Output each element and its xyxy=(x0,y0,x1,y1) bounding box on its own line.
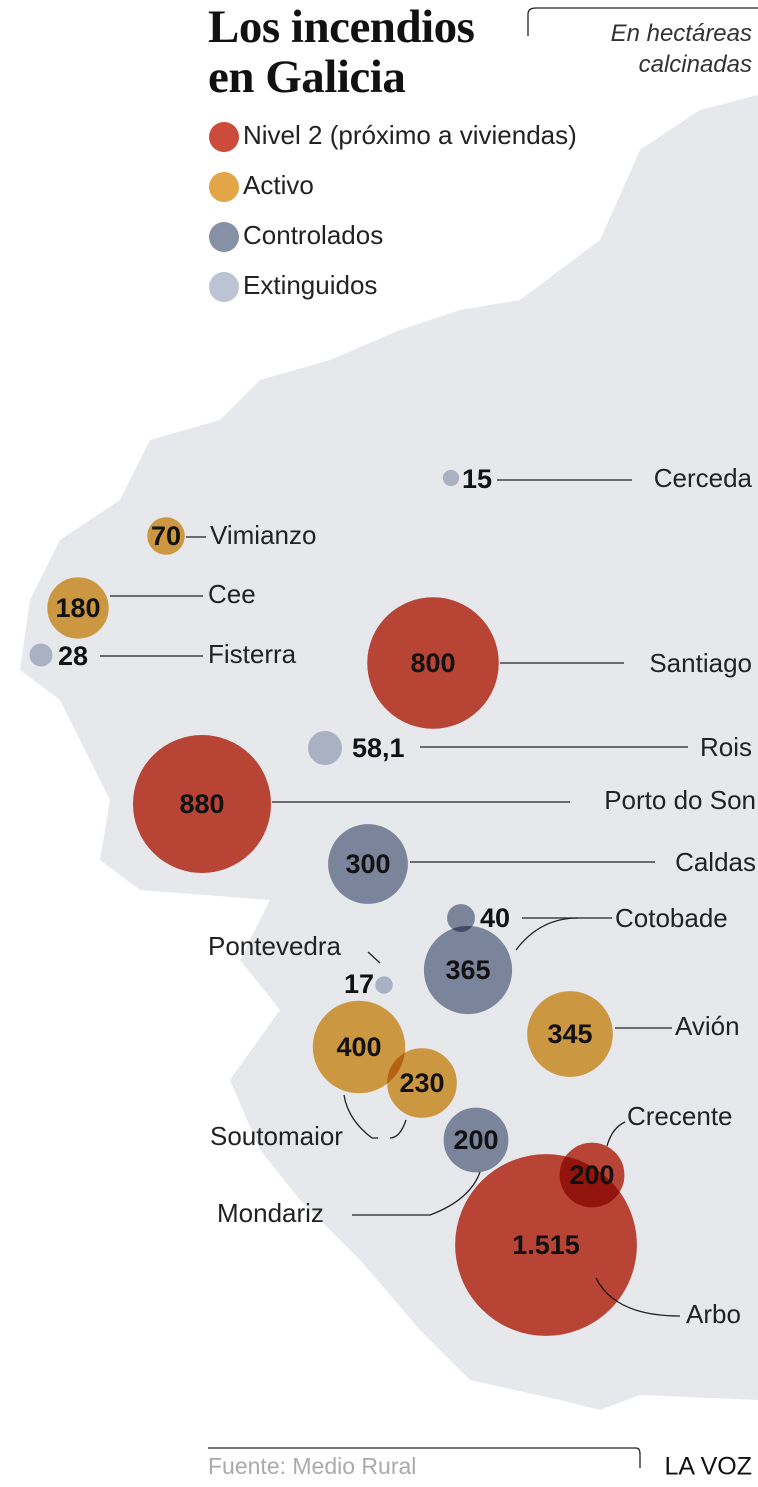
fire-bubble xyxy=(373,974,395,996)
legend-label: Activo xyxy=(243,170,314,200)
fire-bubble xyxy=(310,998,408,1096)
subtitle: En hectáreas calcinadas xyxy=(610,20,752,78)
brand: LA VOZ xyxy=(664,1453,752,1481)
place-label: Avión xyxy=(675,1011,740,1041)
fire-value: 180 xyxy=(55,593,100,623)
fire-value: 1.515 xyxy=(512,1230,580,1260)
fire-bubble xyxy=(440,467,462,489)
fire-value: 28 xyxy=(58,641,88,671)
bubbles xyxy=(27,467,639,1338)
legend-swatch xyxy=(209,272,239,302)
place-label: Crecente xyxy=(627,1101,733,1131)
fire-bubble xyxy=(326,822,410,906)
fire-bubble xyxy=(27,641,55,669)
place-label: Mondariz xyxy=(217,1198,324,1228)
fire-value: 15 xyxy=(462,464,492,494)
fire-bubble xyxy=(365,595,501,731)
numbers: 15 70 180 28 800 58,1 880 300 40 365 17 345 400 230 20… xyxy=(55,464,614,1260)
place-label: Arbo xyxy=(686,1299,741,1329)
fire-bubble xyxy=(525,989,615,1079)
place-label: Cee xyxy=(208,579,256,609)
fire-value: 17 xyxy=(344,969,374,999)
place-label: Fisterra xyxy=(208,639,297,669)
fire-bubble xyxy=(130,732,274,876)
legend-swatch xyxy=(209,222,239,252)
place-label: Vimianzo xyxy=(210,520,316,550)
legend-label: Controlados xyxy=(243,220,383,250)
place-label: Cotobade xyxy=(615,903,728,933)
fire-value: 70 xyxy=(151,521,181,551)
fire-bubble xyxy=(145,515,187,557)
title: Los incendios en Galicia xyxy=(208,1,475,103)
fire-bubble xyxy=(385,1046,459,1120)
legend-swatch xyxy=(209,172,239,202)
legend-label: Nivel 2 (próximo a viviendas) xyxy=(243,120,577,150)
place-label: Soutomaior xyxy=(210,1121,343,1151)
fire-value: 400 xyxy=(336,1032,381,1062)
fire-value: 200 xyxy=(453,1125,498,1155)
place-label: Cerceda xyxy=(654,463,753,493)
fire-value: 880 xyxy=(179,789,224,819)
land xyxy=(20,95,758,1410)
legend-label: Extinguidos xyxy=(243,270,377,300)
source: Fuente: Medio Rural xyxy=(208,1453,416,1479)
fire-value: 200 xyxy=(569,1160,614,1190)
fire-bubble xyxy=(45,575,111,641)
fire-bubble xyxy=(306,729,344,767)
leaders xyxy=(100,479,688,1468)
place-label: Caldas xyxy=(675,847,756,877)
fire-value: 40 xyxy=(480,903,510,933)
fire-value: 230 xyxy=(399,1068,444,1098)
place-label: Santiago xyxy=(649,648,752,678)
place-label: Porto do Son xyxy=(604,785,756,815)
fire-value: 300 xyxy=(345,849,390,879)
fire-bubble xyxy=(441,1105,511,1175)
place-label: Rois xyxy=(700,732,752,762)
fire-bubble xyxy=(453,1152,639,1338)
fire-value: 58,1 xyxy=(352,733,405,763)
fire-value: 365 xyxy=(445,955,490,985)
fire-value: 345 xyxy=(547,1019,592,1049)
fire-bubble xyxy=(421,923,515,1017)
bracket xyxy=(527,7,758,36)
legend-swatch xyxy=(209,122,239,152)
fire-value: 800 xyxy=(410,648,455,678)
place-label: Pontevedra xyxy=(208,931,342,961)
